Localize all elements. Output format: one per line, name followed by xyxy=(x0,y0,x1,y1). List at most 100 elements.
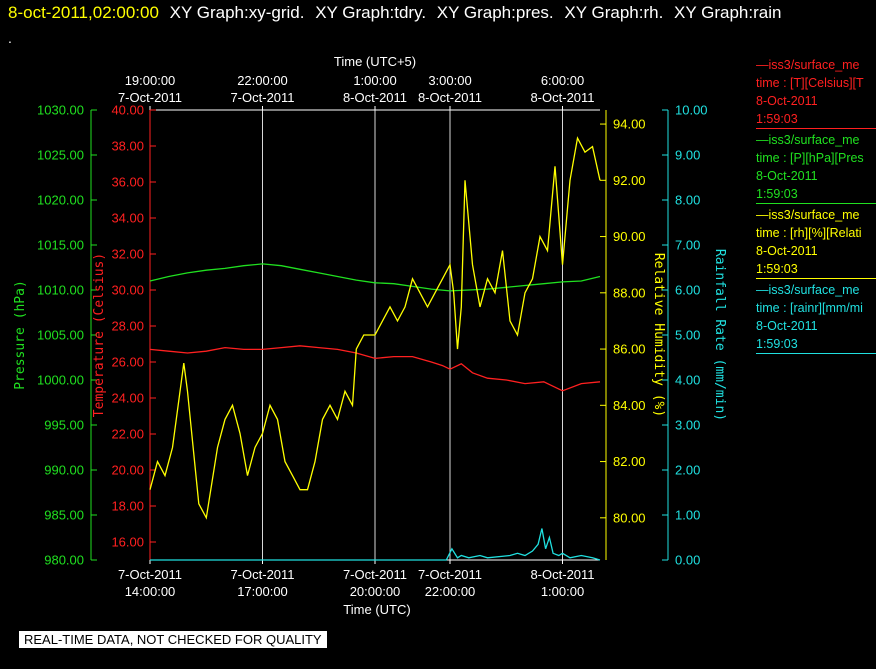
top-tick-time: 22:00:00 xyxy=(237,73,288,88)
humidity-tick-label: 86.00 xyxy=(613,342,646,357)
legend-desc: time : [T][Celsius][T xyxy=(756,76,864,90)
legend-date: 8-Oct-2011 xyxy=(756,319,818,333)
bottom-tick-time: 1:00:00 xyxy=(541,584,584,599)
humidity-tick-label: 82.00 xyxy=(613,454,646,469)
humidity-tick-label: 94.00 xyxy=(613,117,646,132)
bottom-tick-date: 7-Oct-2011 xyxy=(118,567,182,582)
temperature-tick-label: 40.00 xyxy=(111,103,144,118)
bottom-tick-date: 7-Oct-2011 xyxy=(343,567,407,582)
temperature-tick-label: 36.00 xyxy=(111,175,144,190)
temperature-tick-label: 20.00 xyxy=(111,463,144,478)
pressure-tick-label: 1010.00 xyxy=(37,283,84,298)
header-datetime: 8-oct-2011,02:00:00 xyxy=(8,3,159,22)
legend-name: —iss3/surface_me xyxy=(756,283,860,297)
pressure-tick-label: 1020.00 xyxy=(37,193,84,208)
pressure-tick-label: 990.00 xyxy=(44,463,84,478)
humidity-axis-title: Relative Humidity (%) xyxy=(651,253,666,417)
top-tick-time: 1:00:00 xyxy=(353,73,396,88)
legend-desc: time : [rh][%][Relati xyxy=(756,226,862,240)
temperature-tick-label: 32.00 xyxy=(111,247,144,262)
rainfall-tick-label: 8.00 xyxy=(675,193,700,208)
humidity-tick-label: 92.00 xyxy=(613,173,646,188)
series-line-T xyxy=(149,345,601,392)
bottom-tick-time: 17:00:00 xyxy=(237,584,288,599)
bottom-tick-time: 20:00:00 xyxy=(350,584,401,599)
humidity-tick-label: 90.00 xyxy=(613,229,646,244)
legend-time: 1:59:03 xyxy=(756,262,798,276)
bottom-axis-title: Time (UTC) xyxy=(343,602,410,617)
legend-entry-humidity: —iss3/surface_me time : [rh][%][Relati 8… xyxy=(756,206,876,279)
rainfall-tick-label: 10.00 xyxy=(675,103,708,118)
legend: —iss3/surface_me time : [T][Celsius][T 8… xyxy=(756,56,876,356)
pressure-tick-label: 1000.00 xyxy=(37,373,84,388)
rainfall-tick-label: 0.00 xyxy=(675,553,700,568)
pressure-tick-label: 995.00 xyxy=(44,418,84,433)
temperature-tick-label: 28.00 xyxy=(111,319,144,334)
temperature-tick-label: 18.00 xyxy=(111,499,144,514)
legend-entry-pressure: —iss3/surface_me time : [P][hPa][Pres 8-… xyxy=(756,131,876,204)
legend-name: —iss3/surface_me xyxy=(756,133,860,147)
header-title-pres: XY Graph:pres. xyxy=(436,3,554,22)
series-line-rh xyxy=(149,136,601,520)
top-tick-time: 6:00:00 xyxy=(541,73,584,88)
bottom-tick-time: 22:00:00 xyxy=(425,584,476,599)
header-dot: . xyxy=(8,30,12,46)
legend-entry-rainfall: —iss3/surface_me time : [rainr][mm/mi 8-… xyxy=(756,281,876,354)
temperature-tick-label: 22.00 xyxy=(111,427,144,442)
header-title-rh: XY Graph:rh. xyxy=(564,3,664,22)
top-axis-title: Time (UTC+5) xyxy=(334,54,416,69)
temperature-tick-label: 34.00 xyxy=(111,211,144,226)
top-tick-time: 19:00:00 xyxy=(125,73,176,88)
series-line-P xyxy=(149,263,601,292)
pressure-tick-label: 1005.00 xyxy=(37,328,84,343)
rainfall-tick-label: 3.00 xyxy=(675,418,700,433)
humidity-tick-label: 84.00 xyxy=(613,398,646,413)
temperature-tick-label: 38.00 xyxy=(111,139,144,154)
rainfall-tick-label: 4.00 xyxy=(675,373,700,388)
rainfall-tick-label: 9.00 xyxy=(675,148,700,163)
pressure-tick-label: 1030.00 xyxy=(37,103,84,118)
bottom-tick-date: 8-Oct-2011 xyxy=(530,567,594,582)
bottom-tick-date: 7-Oct-2011 xyxy=(230,567,294,582)
temperature-tick-label: 30.00 xyxy=(111,283,144,298)
humidity-tick-label: 80.00 xyxy=(613,510,646,525)
temperature-tick-label: 26.00 xyxy=(111,355,144,370)
rainfall-tick-label: 6.00 xyxy=(675,283,700,298)
bottom-tick-time: 14:00:00 xyxy=(125,584,176,599)
legend-time: 1:59:03 xyxy=(756,337,798,351)
top-tick-date: 7-Oct-2011 xyxy=(230,90,294,105)
pressure-axis-title: Pressure (hPa) xyxy=(13,280,28,390)
bottom-tick-date: 7-Oct-2011 xyxy=(418,567,482,582)
header-title-rain: XY Graph:rain xyxy=(674,3,782,22)
header-title-grid: XY Graph:xy-grid. xyxy=(169,3,305,22)
rainfall-axis-title: Rainfall Rate (mm/min) xyxy=(712,249,727,421)
top-tick-date: 8-Oct-2011 xyxy=(418,90,482,105)
legend-time: 1:59:03 xyxy=(756,112,798,126)
humidity-tick-label: 88.00 xyxy=(613,285,646,300)
legend-date: 8-Oct-2011 xyxy=(756,244,818,258)
legend-date: 8-Oct-2011 xyxy=(756,94,818,108)
header-title-tdry: XY Graph:tdry. xyxy=(315,3,427,22)
quality-warning: REAL-TIME DATA, NOT CHECKED FOR QUALITY xyxy=(19,631,327,648)
top-tick-date: 8-Oct-2011 xyxy=(530,90,594,105)
rainfall-tick-label: 5.00 xyxy=(675,328,700,343)
top-tick-date: 7-Oct-2011 xyxy=(118,90,182,105)
temperature-tick-label: 16.00 xyxy=(111,535,144,550)
pressure-tick-label: 980.00 xyxy=(44,553,84,568)
legend-name: —iss3/surface_me xyxy=(756,208,860,222)
series-line-rainr xyxy=(150,528,601,561)
pressure-tick-label: 985.00 xyxy=(44,508,84,523)
legend-desc: time : [rainr][mm/mi xyxy=(756,301,863,315)
top-tick-time: 3:00:00 xyxy=(428,73,471,88)
legend-date: 8-Oct-2011 xyxy=(756,169,818,183)
legend-desc: time : [P][hPa][Pres xyxy=(756,151,864,165)
temperature-tick-label: 24.00 xyxy=(111,391,144,406)
rainfall-tick-label: 1.00 xyxy=(675,508,700,523)
pressure-tick-label: 1015.00 xyxy=(37,238,84,253)
top-tick-date: 8-Oct-2011 xyxy=(343,90,407,105)
header-bar: 8-oct-2011,02:00:00 XY Graph:xy-grid. XY… xyxy=(8,3,781,23)
legend-entry-temperature: —iss3/surface_me time : [T][Celsius][T 8… xyxy=(756,56,876,129)
legend-name: —iss3/surface_me xyxy=(756,58,860,72)
temperature-axis-title: Temperature (Celsius) xyxy=(92,253,107,417)
